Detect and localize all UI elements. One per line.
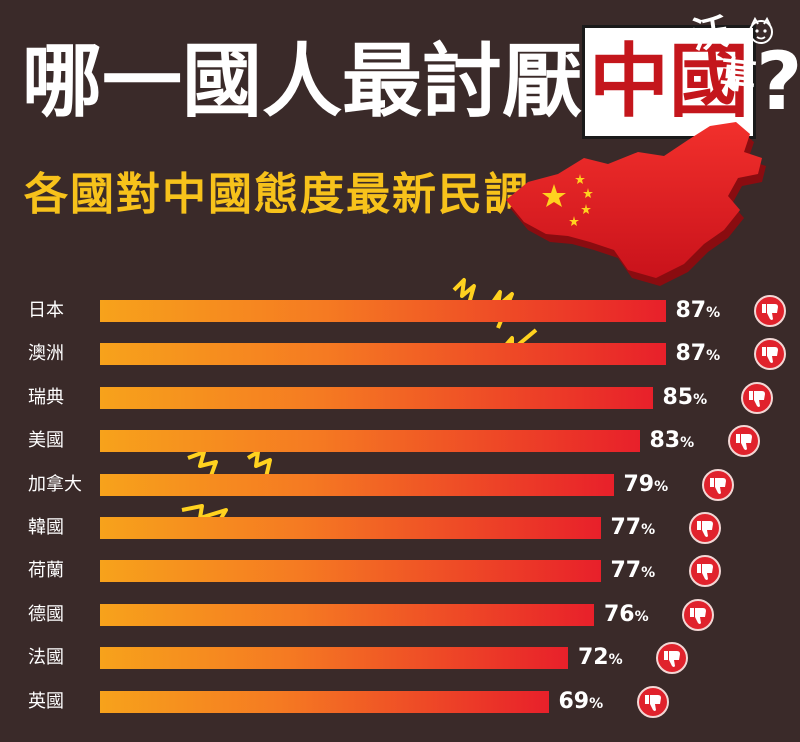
title-question-mark: ? <box>756 35 800 128</box>
data-label-suffix: % <box>654 478 669 495</box>
data-label-value: 77 <box>610 558 642 584</box>
data-label: 85% <box>663 383 708 415</box>
cartoon-face-icon <box>749 16 773 44</box>
title-highlight-text: 中國 <box>582 25 756 139</box>
bar <box>100 343 666 366</box>
author-char-2: 草 <box>717 53 759 99</box>
category-label: 日本 <box>28 300 64 321</box>
page-subtitle: 各國對中國態度最新民調 <box>24 169 530 220</box>
thumbs-down-icon <box>656 642 688 675</box>
category-label: 德國 <box>28 603 64 625</box>
data-label: 72% <box>578 643 623 675</box>
data-label: 87% <box>676 339 721 371</box>
category-label: 加拿大 <box>28 473 82 495</box>
category-label: 韓國 <box>28 517 64 538</box>
data-label-suffix: % <box>706 348 721 365</box>
thumbs-down-icon <box>636 685 669 718</box>
china-map-icon <box>506 122 766 286</box>
thumbs-down-icon <box>682 598 714 631</box>
category-label: 英國 <box>28 690 64 712</box>
data-label-suffix: % <box>641 522 656 538</box>
thumbs-down-icon <box>753 338 786 371</box>
data-label: 77% <box>611 556 656 588</box>
data-label: 83% <box>650 426 695 458</box>
bar <box>100 647 568 670</box>
data-label: 76% <box>604 600 649 632</box>
category-label: 法國 <box>28 647 64 669</box>
data-label: 79% <box>624 470 669 502</box>
data-label-suffix: % <box>680 435 695 452</box>
bar <box>100 300 666 322</box>
data-label-value: 85 <box>662 384 694 410</box>
bar <box>100 603 594 626</box>
data-label: 69% <box>559 687 604 719</box>
category-label: 澳洲 <box>28 343 64 365</box>
author-signature: 沃 草 <box>688 10 788 110</box>
data-label-suffix: % <box>589 695 604 712</box>
thumbs-down-icon <box>740 381 773 414</box>
data-label: 87% <box>676 296 721 328</box>
data-label-suffix: % <box>608 652 623 669</box>
bar <box>100 386 653 409</box>
thumbs-down-icon <box>688 555 721 588</box>
thumbs-down-icon <box>753 295 786 327</box>
author-char-1: 沃 <box>689 10 731 58</box>
thumbs-down-icon <box>688 512 721 544</box>
data-label-value: 87 <box>675 298 707 323</box>
data-label: 77% <box>611 513 656 545</box>
bar <box>100 560 601 583</box>
data-label-value: 69 <box>558 688 590 714</box>
bar <box>100 517 601 539</box>
data-label-value: 79 <box>623 471 655 497</box>
data-label-suffix: % <box>706 305 721 321</box>
title-main-text: 哪一國人最討厭 <box>22 35 582 128</box>
bar <box>100 690 549 713</box>
data-label-suffix: % <box>693 391 708 408</box>
data-label-suffix: % <box>634 608 649 625</box>
category-label: 荷蘭 <box>28 560 64 582</box>
category-label: 美國 <box>28 430 64 452</box>
data-label-value: 72 <box>578 645 609 671</box>
page-title: 哪一國人最討厭中國? <box>22 22 800 142</box>
data-label-value: 83 <box>649 428 681 454</box>
thumbs-down-icon <box>727 425 760 458</box>
data-label-value: 77 <box>610 515 642 540</box>
data-label-value: 76 <box>604 601 635 627</box>
data-label-suffix: % <box>641 565 656 582</box>
category-label: 瑞典 <box>28 386 64 408</box>
thumbs-down-icon <box>701 468 734 501</box>
data-label-value: 87 <box>675 341 707 367</box>
bar <box>100 430 640 453</box>
bar <box>100 473 614 496</box>
